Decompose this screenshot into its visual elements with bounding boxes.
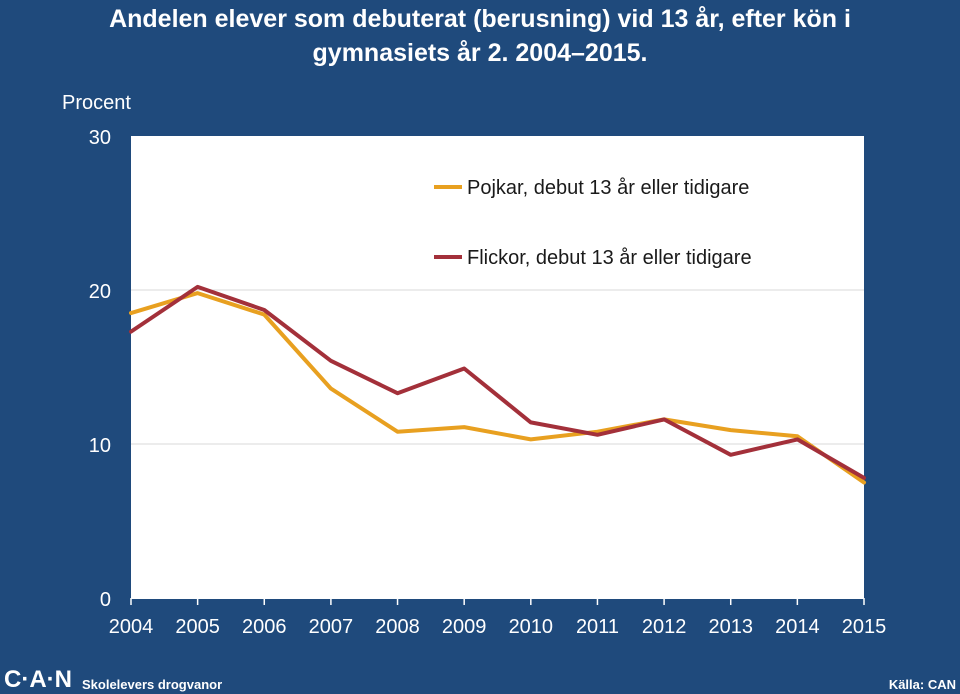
x-tick-label: 2004	[109, 616, 154, 638]
y-tick-label: 0	[100, 589, 111, 611]
x-tick-label: 2013	[708, 616, 753, 638]
series-line-flickor	[129, 284, 866, 480]
chart-title: Andelen elever som debuterat (berusning)…	[0, 0, 960, 70]
legend-label: Pojkar, debut 13 år eller tidigare	[467, 177, 749, 199]
x-tick-label: 2009	[442, 616, 487, 638]
y-tick-label: 20	[89, 281, 111, 303]
x-tick-label: 2010	[509, 616, 554, 638]
y-tick-label: 10	[89, 435, 111, 457]
x-tick-label: 2005	[175, 616, 220, 638]
x-tick-label: 2012	[642, 616, 687, 638]
y-tick-label: 30	[89, 127, 111, 149]
can-logo: C·A·N	[4, 666, 72, 693]
footer-credit: Källa: CAN	[888, 677, 956, 692]
legend-label: Flickor, debut 13 år eller tidigare	[467, 247, 752, 269]
series-line-pojkar	[129, 291, 866, 485]
x-tick-label: 2011	[576, 616, 619, 638]
x-tick-label: 2014	[775, 616, 820, 638]
chart-title-line-1: Andelen elever som debuterat (berusning)…	[109, 5, 851, 33]
footer-source-name: Skolelevers drogvanor	[81, 676, 223, 692]
x-tick-label: 2007	[309, 616, 354, 638]
plot-area	[131, 136, 864, 598]
x-tick-label: 2006	[242, 616, 287, 638]
footer-branding: C·A·N Skolelevers drogvanor	[4, 666, 222, 694]
x-tick-label: 2008	[375, 616, 420, 638]
y-axis-label: Procent	[62, 92, 131, 114]
chart-title-line-2: gymnasiets år 2. 2004–2015.	[312, 39, 648, 67]
x-tick-label: 2015	[842, 616, 887, 638]
